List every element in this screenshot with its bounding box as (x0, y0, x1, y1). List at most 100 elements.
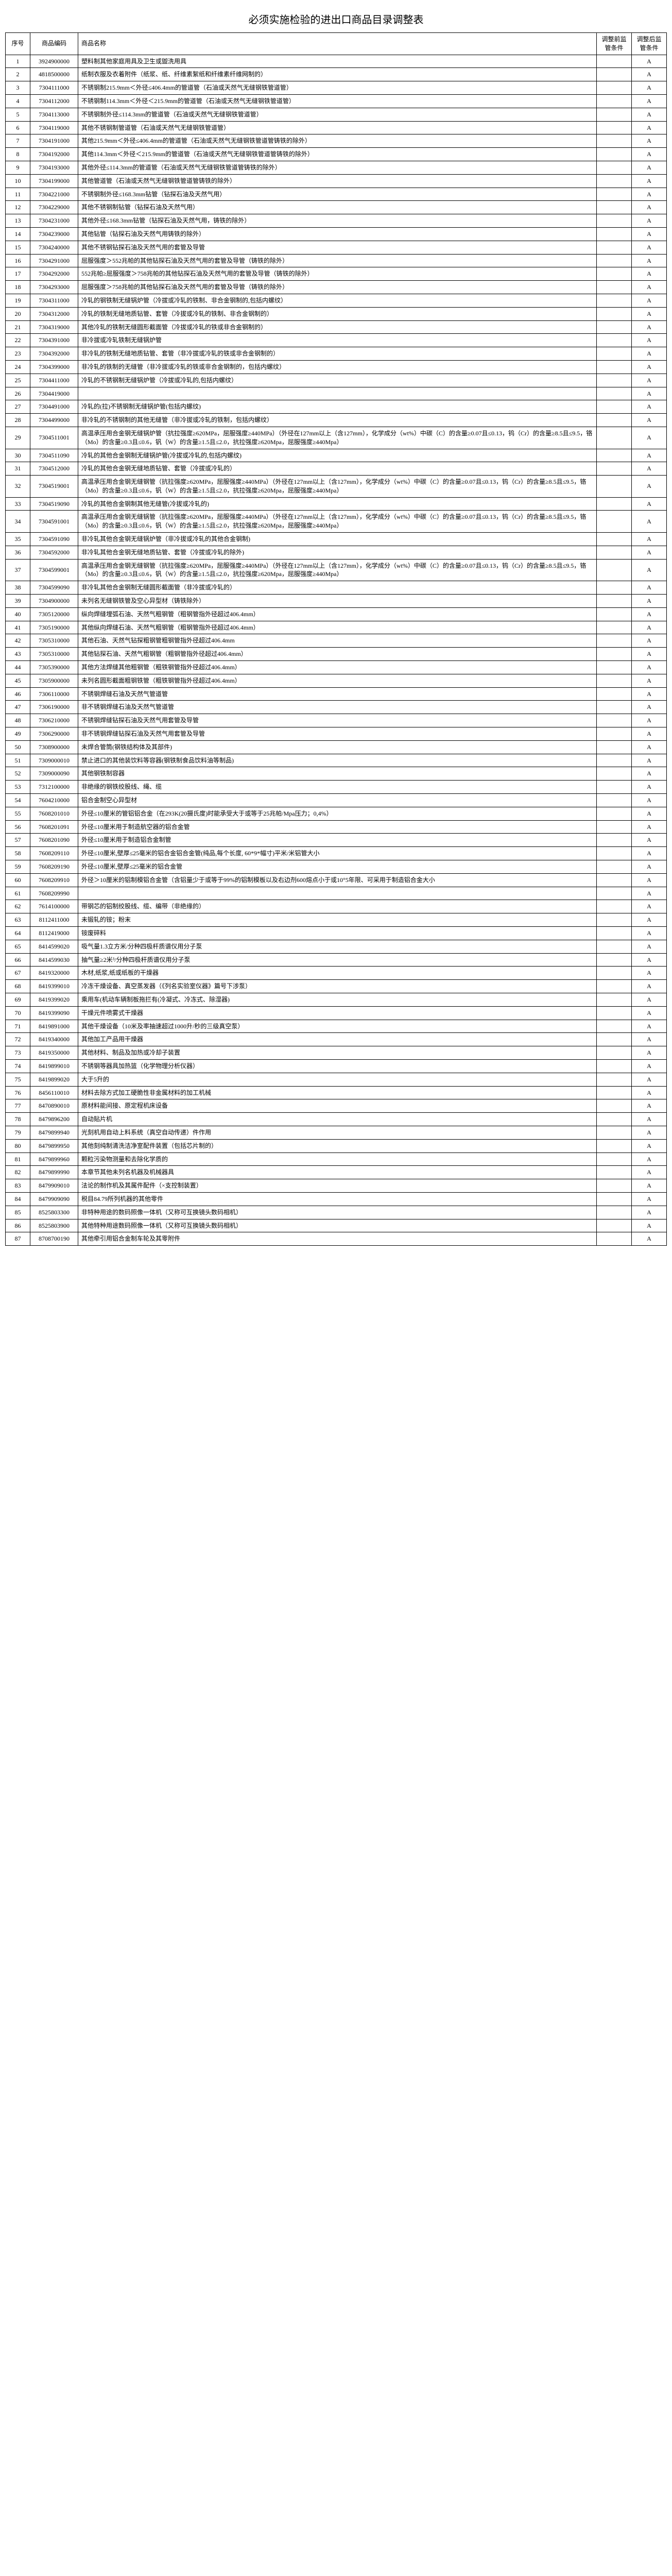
cell-name: 不锈钢焊缝钻探石油及天然气用套管及导管 (78, 714, 597, 727)
cell-name: 材料去除方式加工硬脆性非金属材料的加工机械 (78, 1086, 597, 1099)
cell-name: 外径≤10厘米,壁厚≤25毫米的铝合金管 (78, 860, 597, 874)
cell-after: A (632, 1113, 667, 1126)
cell-code: 8419340000 (30, 1033, 78, 1046)
cell-seq: 70 (6, 1006, 30, 1020)
table-row: 557608201010外径≤10厘米的管铝铝合金（在293K(20摄氏度)时能… (6, 807, 667, 820)
table-row: 758419899020大于5升的A (6, 1073, 667, 1086)
cell-after: A (632, 860, 667, 874)
cell-name: 552兆帕≥屈服强度＞758兆帕的其他钻探石油及天然气用的套管及导管（铸铁的除外… (78, 267, 597, 281)
cell-code: 7309000010 (30, 754, 78, 767)
cell-after: A (632, 320, 667, 334)
cell-after: A (632, 68, 667, 81)
cell-seq: 20 (6, 307, 30, 320)
cell-seq: 16 (6, 254, 30, 267)
cell-name: 冷轧的铁制无缝地质钻管、套管（冷拔或冷轧的铁制、非合金钢制的） (78, 307, 597, 320)
cell-before (597, 254, 632, 267)
cell-name: 其他管道管（石油或天然气无缝钢铁管道管铸铁的除外） (78, 174, 597, 188)
cell-before (597, 621, 632, 634)
cell-code: 7305120000 (30, 607, 78, 621)
cell-after: A (632, 621, 667, 634)
cell-seq: 46 (6, 687, 30, 701)
cell-code: 7304391000 (30, 334, 78, 347)
cell-name: 外径≤10厘米用于制造航空器的铝合金管 (78, 820, 597, 834)
cell-seq: 30 (6, 449, 30, 462)
header-name: 商品名称 (78, 33, 597, 55)
cell-before (597, 1166, 632, 1179)
cell-code: 7304519001 (30, 476, 78, 498)
cell-seq: 41 (6, 621, 30, 634)
cell-seq: 51 (6, 754, 30, 767)
cell-name: 外径＞10厘米的铝制模铝合金管（含铝量少于或等于99%的铝制模板以及右边剂600… (78, 873, 597, 887)
cell-after: A (632, 281, 667, 294)
cell-name: 非冷拔或冷轧铁制无缝锅炉管 (78, 334, 597, 347)
cell-code: 7312100000 (30, 781, 78, 794)
cell-seq: 69 (6, 993, 30, 1006)
cell-name: 原材料能间接、原定程机床设备 (78, 1099, 597, 1113)
cell-name: 其他加工产品用干燥器 (78, 1033, 597, 1046)
cell-after: A (632, 148, 667, 161)
cell-name: 其他不锈钢制管道管（石油或天然气无缝钢铁管道管） (78, 121, 597, 134)
cell-name: 其他不锈钢钻探石油及天然气用的套管及导管 (78, 241, 597, 254)
cell-after: A (632, 347, 667, 361)
cell-name: 税目84.79所列机器的其他零件 (78, 1192, 597, 1206)
cell-after: A (632, 940, 667, 953)
cell-code: 7304119000 (30, 121, 78, 134)
cell-after: A (632, 559, 667, 581)
cell-code: 7304231000 (30, 214, 78, 228)
cell-after: A (632, 134, 667, 148)
table-row: 267304419000A (6, 387, 667, 400)
cell-name: 其他牵引用铝合金制车轮及其零附件 (78, 1232, 597, 1246)
cell-seq: 72 (6, 1033, 30, 1046)
cell-seq: 29 (6, 427, 30, 449)
cell-seq: 60 (6, 873, 30, 887)
cell-code: 7304399000 (30, 360, 78, 374)
cell-before (597, 81, 632, 95)
table-row: 607608209910外径＞10厘米的铝制模铝合金管（含铝量少于或等于99%的… (6, 873, 667, 887)
cell-before (597, 727, 632, 741)
cell-code: 7308900000 (30, 740, 78, 754)
cell-before (597, 267, 632, 281)
cell-seq: 75 (6, 1073, 30, 1086)
cell-name: 木材,纸浆,纸或纸板的干燥器 (78, 967, 597, 980)
cell-before (597, 1033, 632, 1046)
cell-after: A (632, 462, 667, 476)
cell-before (597, 55, 632, 68)
table-row: 247304399000非冷轧的铁制的无缝管（非冷拔或冷轧的铁或非合金钢制的，包… (6, 360, 667, 374)
cell-name: 其他钻管（钻探石油及天然气用铸铁的除外） (78, 227, 597, 241)
cell-name: 带钢芯的铝制绞股线、缆、编带（非绝缘的） (78, 900, 597, 913)
cell-seq: 85 (6, 1206, 30, 1219)
cell-before (597, 607, 632, 621)
header-after: 调整后监管条件 (632, 33, 667, 55)
cell-code: 8419891000 (30, 1020, 78, 1033)
cell-code: 7306210000 (30, 714, 78, 727)
table-row: 67304119000其他不锈钢制管道管（石油或天然气无缝钢铁管道管）A (6, 121, 667, 134)
cell-after: A (632, 953, 667, 967)
table-row: 397304900000未列名无缝钢铁管及空心异型材（铸铁除外）A (6, 595, 667, 608)
cell-name: 非不锈钢焊缝石油及天然气管道管 (78, 701, 597, 714)
cell-code: 7305390000 (30, 661, 78, 674)
table-row: 648112419000铵废碎料A (6, 926, 667, 940)
cell-seq: 2 (6, 68, 30, 81)
table-row: 457305900000未列名圆形截面粗钢铁管（粗铁钢管指外径超过406.4mm… (6, 674, 667, 687)
cell-after: A (632, 887, 667, 900)
cell-name (78, 387, 597, 400)
cell-seq: 68 (6, 980, 30, 993)
cell-after: A (632, 1166, 667, 1179)
cell-name: 不锈钢制外径≤168.3mm钻管（钻探石油及天然气用） (78, 188, 597, 201)
cell-before (597, 1113, 632, 1126)
cell-name: 干燥元件喷雾式干燥器 (78, 1006, 597, 1020)
cell-code: 8419350000 (30, 1046, 78, 1060)
cell-before (597, 860, 632, 874)
cell-seq: 59 (6, 860, 30, 874)
cell-name: 外径≤10厘米,壁厚≤25毫米的铝合金铝合金管(纯品,每个长度, 60*9*幅寸… (78, 847, 597, 860)
cell-seq: 22 (6, 334, 30, 347)
cell-before (597, 754, 632, 767)
cell-seq: 15 (6, 241, 30, 254)
adjustment-table: 序号 商品编码 商品名称 调整前监管条件 调整后监管条件 13924900000… (5, 32, 667, 1246)
cell-before (597, 701, 632, 714)
cell-name: 非冷轧的铁制无缝地质钻管、套管（非冷拔或冷轧的铁或非合金钢制的） (78, 347, 597, 361)
cell-before (597, 581, 632, 595)
cell-seq: 43 (6, 648, 30, 661)
table-row: 417305190000其他纵向焊缝石油、天然气粗钢管（粗钢管指外径超过406.… (6, 621, 667, 634)
cell-after: A (632, 1219, 667, 1232)
